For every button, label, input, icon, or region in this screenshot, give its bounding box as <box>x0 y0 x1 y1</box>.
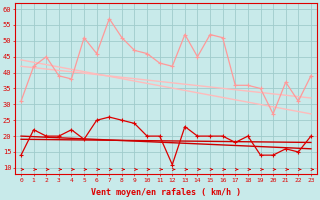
X-axis label: Vent moyen/en rafales ( km/h ): Vent moyen/en rafales ( km/h ) <box>91 188 241 197</box>
